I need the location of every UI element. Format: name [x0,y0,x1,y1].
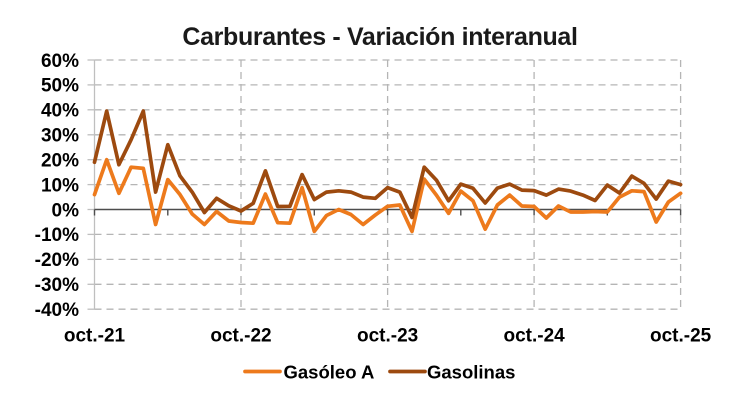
svg-text:20%: 20% [41,151,79,172]
svg-text:oct.-25: oct.-25 [650,326,712,347]
svg-text:30%: 30% [41,126,79,147]
svg-text:oct.-22: oct.-22 [210,326,271,347]
svg-text:oct.-23: oct.-23 [357,326,418,347]
svg-text:Gasóleo A: Gasóleo A [284,362,375,383]
svg-text:-20%: -20% [35,250,79,271]
svg-text:oct.-24: oct.-24 [503,326,565,347]
svg-text:Carburantes - Variación intera: Carburantes - Variación interanual [182,23,577,51]
svg-text:60%: 60% [41,51,79,72]
svg-text:0%: 0% [52,200,80,221]
svg-text:50%: 50% [41,76,79,97]
svg-text:-30%: -30% [35,275,79,296]
svg-text:-40%: -40% [35,300,79,321]
svg-text:10%: 10% [41,175,79,196]
svg-text:oct.-21: oct.-21 [64,326,126,347]
svg-text:Gasolinas: Gasolinas [427,362,515,383]
svg-text:40%: 40% [41,101,79,122]
svg-text:-10%: -10% [35,225,79,246]
